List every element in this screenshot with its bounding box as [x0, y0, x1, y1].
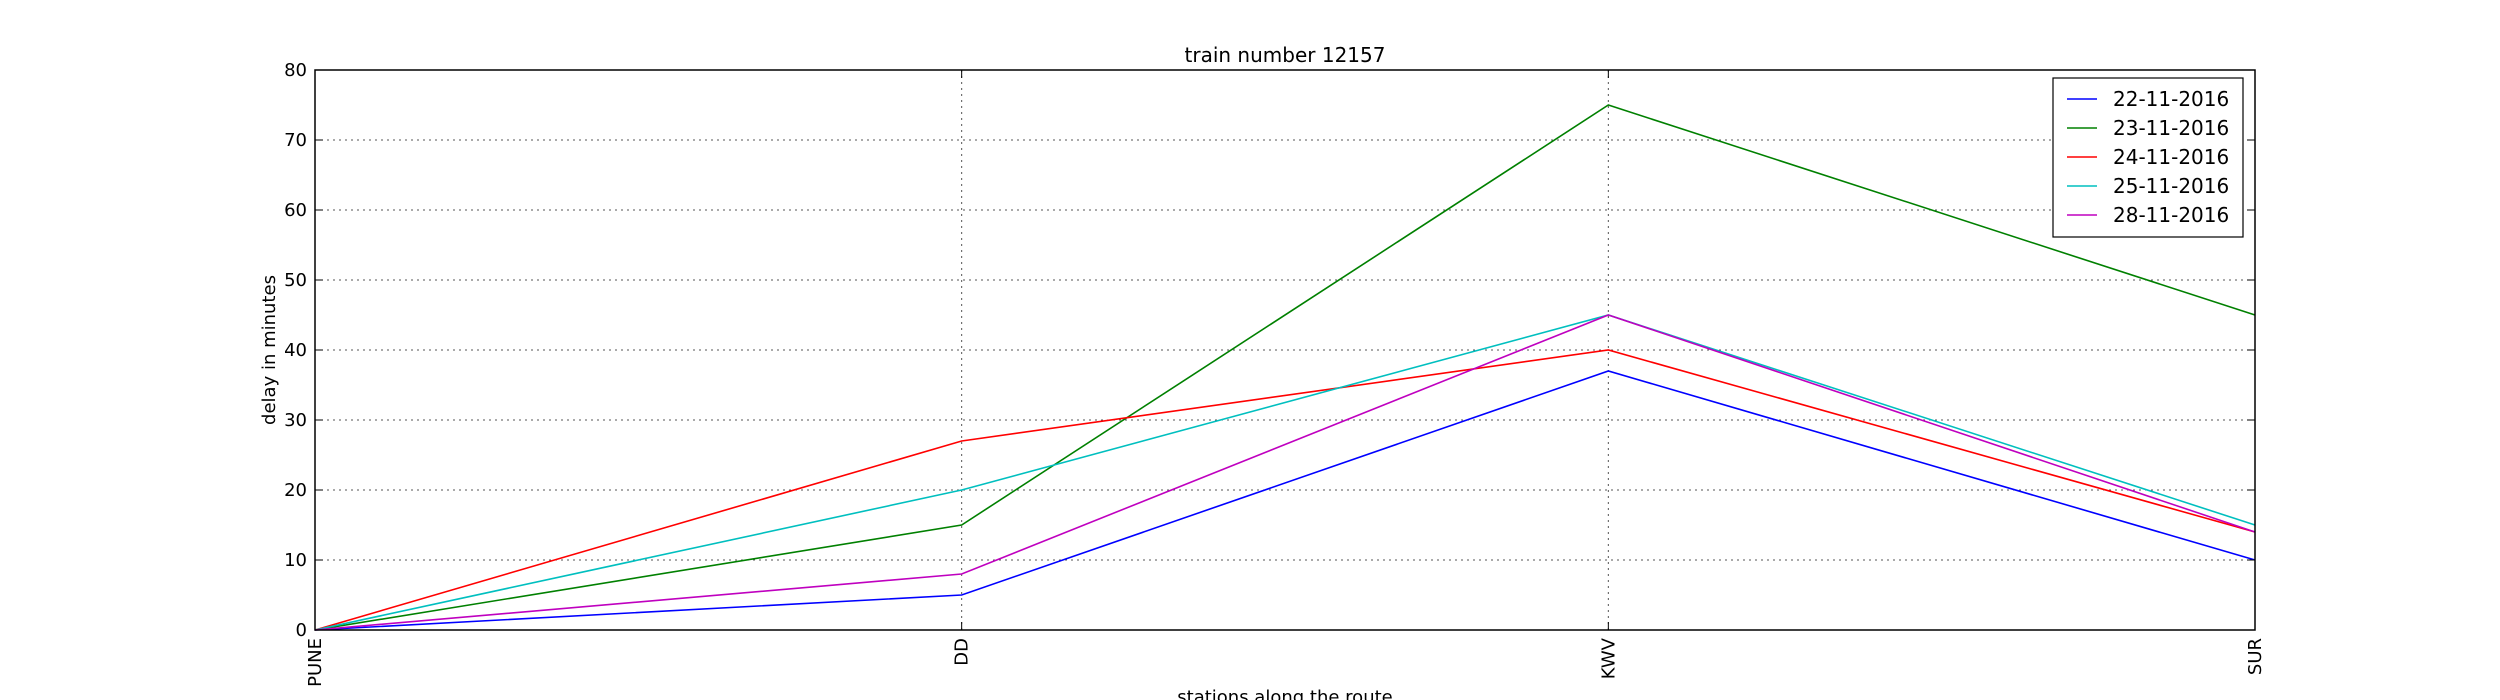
- legend: 22-11-2016 23-11-2016 24-11-2016 25-11-2016…: [2052, 77, 2244, 238]
- y-tick-label: 20: [284, 480, 307, 501]
- chart-title: train number 12157: [1185, 43, 1386, 67]
- y-tick-label: 30: [284, 410, 307, 431]
- y-tick-label: 80: [284, 60, 307, 81]
- legend-entry-label: 22-11-2016: [2113, 87, 2229, 111]
- x-tick-label: KWV: [1598, 637, 1619, 679]
- series-line-28-11-2016: [314, 314, 2256, 631]
- x-tick-label: DD: [952, 638, 973, 666]
- y-axis-ticks: 0 10 20 30 40 50 60 70 80: [284, 60, 2255, 641]
- series-lines: [314, 104, 2256, 631]
- legend-entry-label: 23-11-2016: [2113, 116, 2229, 140]
- series-line-22-11-2016: [314, 370, 2256, 631]
- series-line-23-11-2016: [314, 104, 2256, 631]
- y-tick-label: 40: [284, 340, 307, 361]
- x-axis-ticks: PUNE DD KWV SUR: [305, 70, 2266, 687]
- legend-entry-label: 24-11-2016: [2113, 145, 2229, 169]
- series-line-25-11-2016: [314, 314, 2256, 631]
- x-axis-title: stations along the route: [1177, 687, 1392, 700]
- y-tick-label: 10: [284, 550, 307, 571]
- series-line-24-11-2016: [314, 349, 2256, 631]
- y-axis-title: delay in minutes: [259, 275, 280, 425]
- plot-area-frame: [314, 69, 2256, 631]
- x-tick-label: PUNE: [305, 638, 326, 687]
- legend-entry-label: 28-11-2016: [2113, 203, 2229, 227]
- y-tick-label: 50: [284, 270, 307, 291]
- y-tick-label: 70: [284, 130, 307, 151]
- x-tick-label: SUR: [2245, 638, 2266, 675]
- grid-lines: [315, 70, 2255, 630]
- y-tick-label: 0: [296, 620, 307, 641]
- legend-entry-label: 25-11-2016: [2113, 174, 2229, 198]
- y-tick-label: 60: [284, 200, 307, 221]
